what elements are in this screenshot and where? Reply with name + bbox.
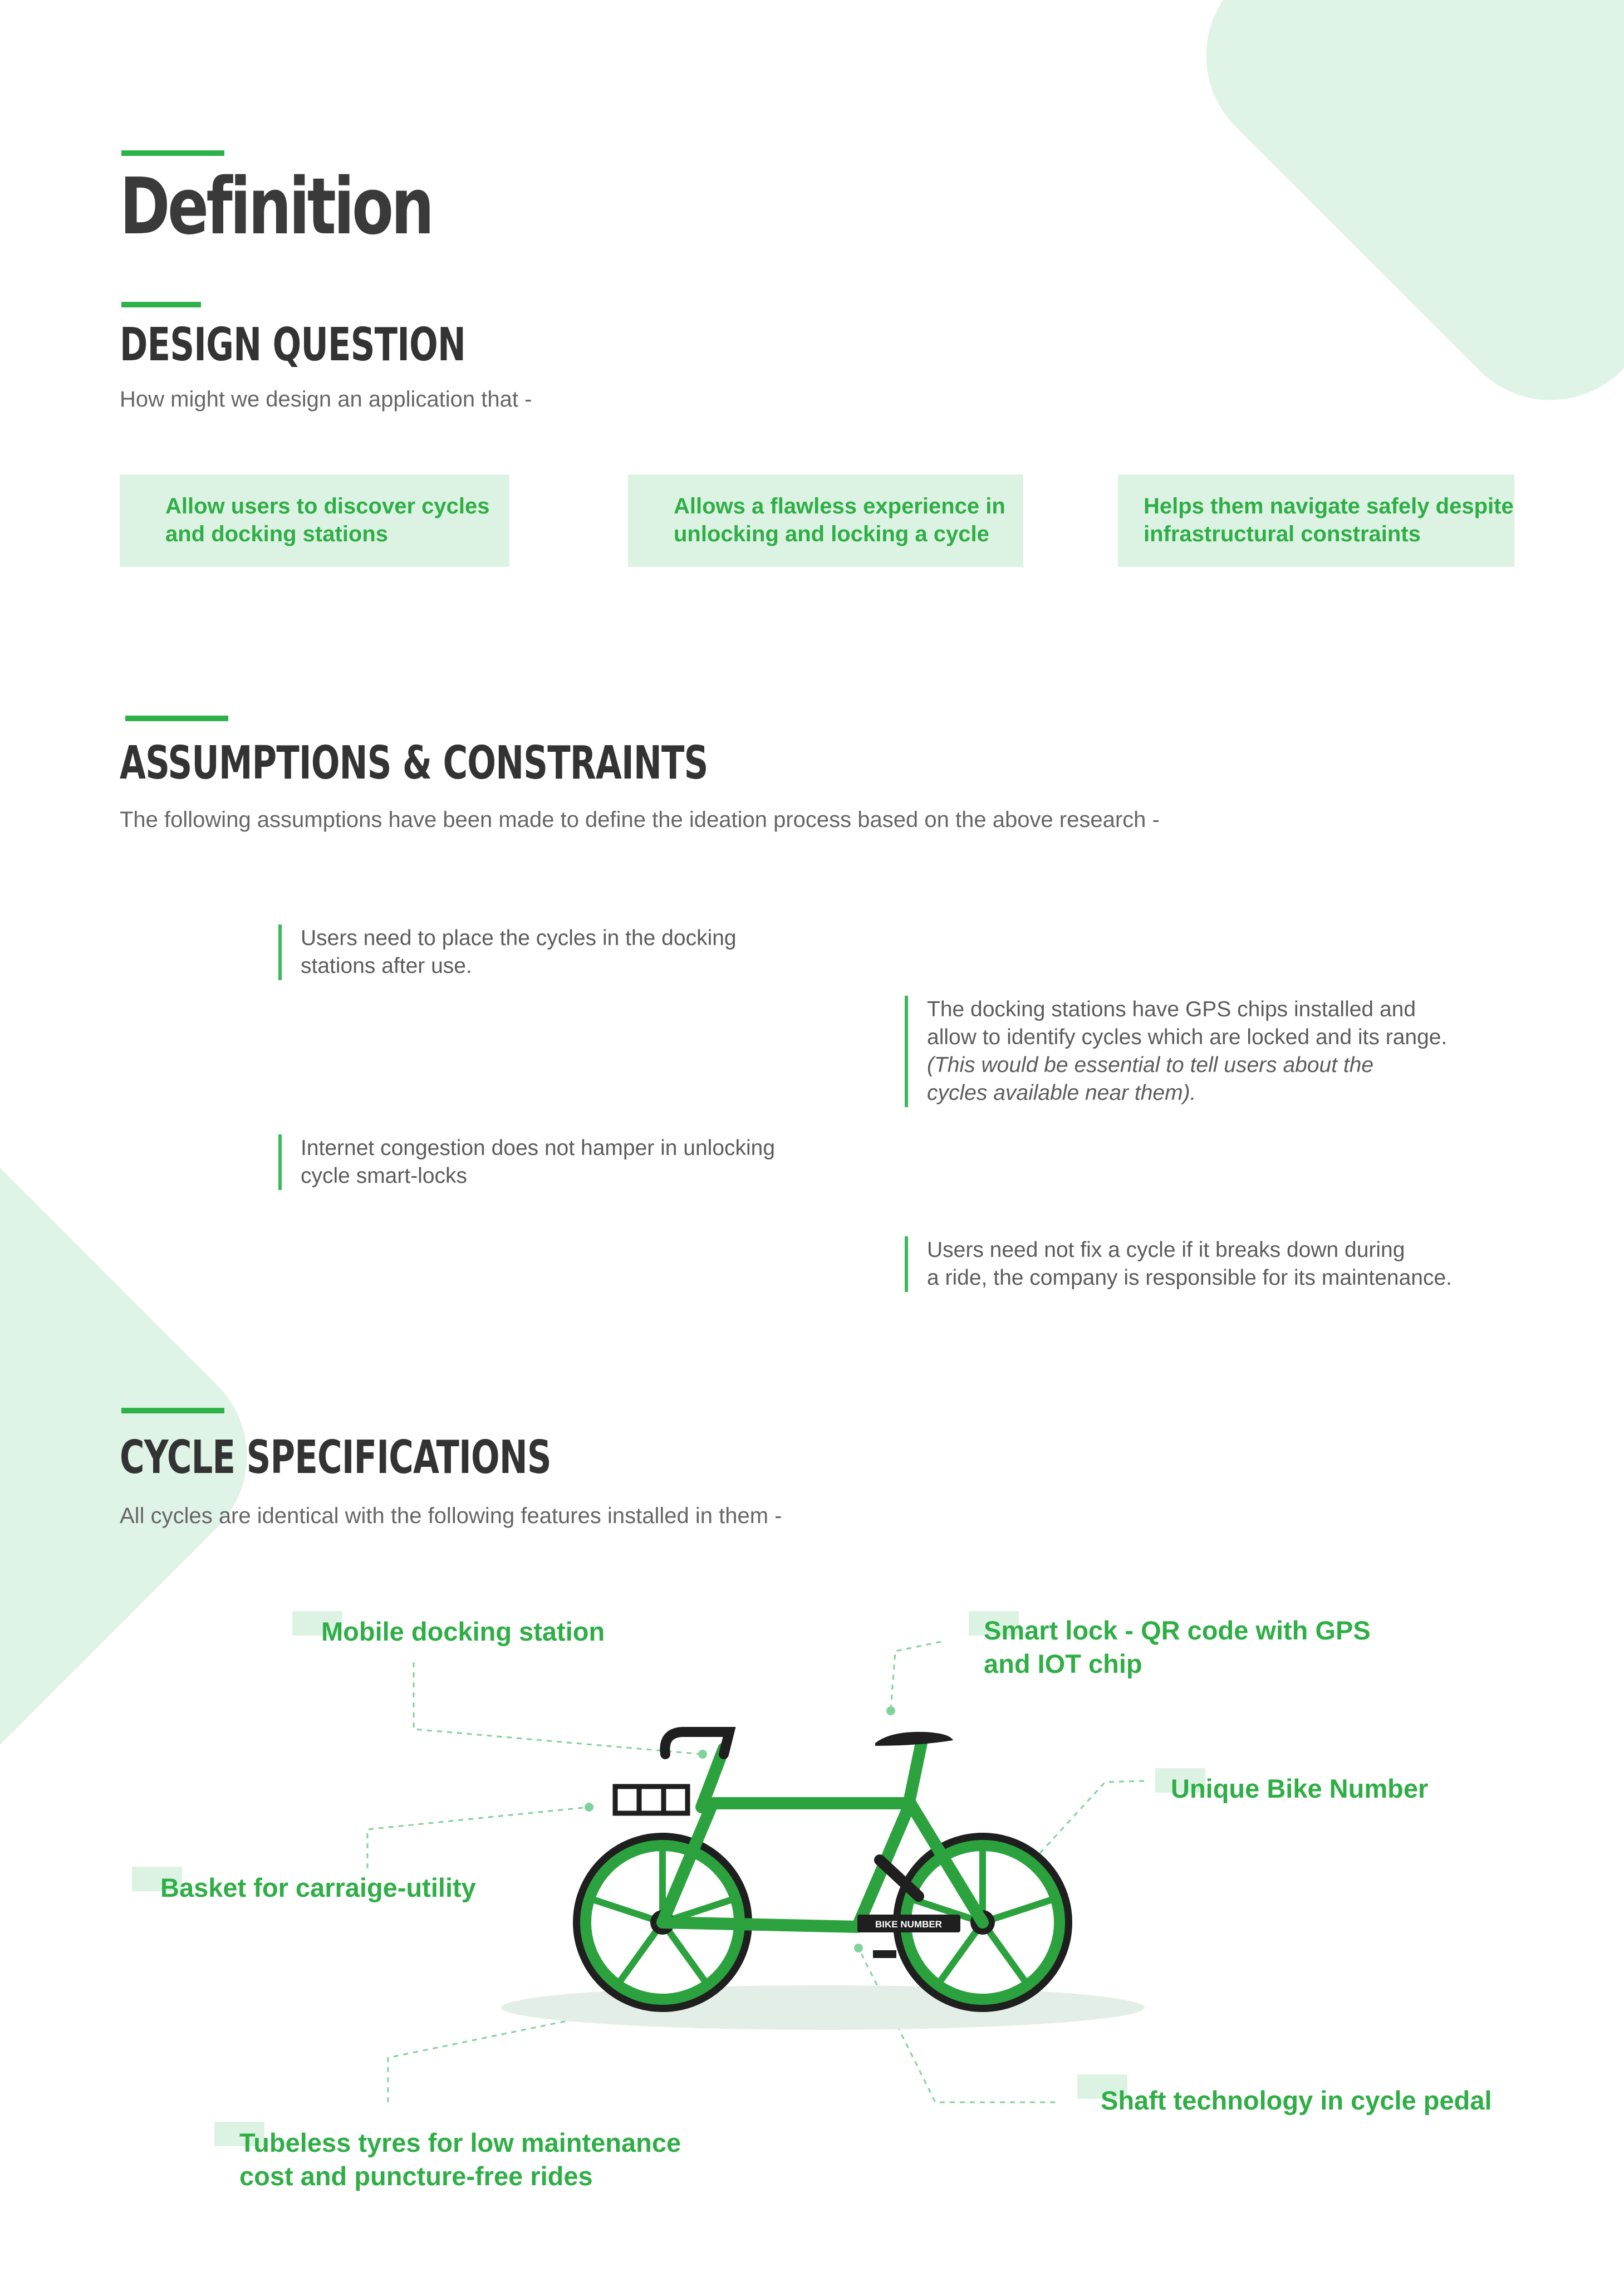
frame-lock [874, 1854, 924, 1902]
page-title: Definition [120, 161, 434, 252]
callout-line-mobile-dock [413, 1662, 703, 1755]
label-basket: Basket for carraige-utility [160, 1873, 476, 1902]
callout-dot [585, 1803, 593, 1812]
assumptions-accent-bar [125, 716, 228, 721]
callout-dot [854, 1944, 863, 1952]
card-line: Helps them navigate safely despite [1144, 494, 1514, 518]
bike-seat [875, 1731, 953, 1746]
assumption-internet: Internet congestion does not hamper in u… [278, 1134, 775, 1190]
card-line: Allows a flawless experience in [674, 494, 1005, 518]
card-line: Allow users to discover cycles [165, 494, 490, 518]
assumption-line: stations after use. [301, 954, 472, 978]
question-card-text: Helps them navigate safely despite infra… [1144, 492, 1522, 548]
label-shaft-technology: Shaft technology in cycle pedal [1101, 2086, 1492, 2115]
pedal [873, 1950, 896, 1958]
assumption-line: allow to identify cycles which are locke… [927, 1025, 1448, 1049]
callout-dot [886, 1706, 895, 1715]
assumptions-intro: The following assumptions have been made… [120, 807, 1160, 832]
bike-number-text: BIKE NUMBER [875, 1919, 942, 1930]
label-mobile-docking-station: Mobile docking station [321, 1617, 605, 1646]
label-tab [292, 1611, 342, 1636]
question-card-text: Allows a flawless experience in unlockin… [674, 492, 1052, 548]
label-line: Smart lock - QR code with GPS [984, 1616, 1371, 1645]
assumption-line: Internet congestion does not hamper in u… [301, 1136, 776, 1160]
question-card-discover: Allow users to discover cycles and docki… [120, 474, 509, 567]
cycle-specs-accent-bar [121, 1408, 224, 1413]
assumption-docking-return: Users need to place the cycles in the do… [278, 924, 737, 980]
bike-frame [656, 1737, 989, 1933]
design-question-accent-bar [121, 302, 201, 307]
callout-line-tyres [387, 2015, 592, 2102]
card-line: infrastructural constraints [1144, 522, 1421, 546]
assumption-line: Users need to place the cycles in the do… [301, 926, 737, 950]
bike-shadow [501, 1985, 1145, 2030]
callout-line-bike-number [982, 1780, 1145, 1917]
question-card-navigate: Helps them navigate safely despite infra… [1118, 474, 1514, 567]
label-smart-lock: Smart lock - QR code with GPS and IOT ch… [984, 1614, 1371, 1681]
assumption-note: cycles available near them). [927, 1081, 1196, 1105]
label-unique-bike-number: Unique Bike Number [1171, 1774, 1429, 1803]
design-question-intro: How might we design an application that … [120, 387, 532, 412]
label-tubeless-tyres: Tubeless tyres for low maintenance cost … [239, 2126, 681, 2193]
cycle-specs-intro: All cycles are identical with the follow… [120, 1504, 782, 1528]
assumption-gps-chips: The docking stations have GPS chips inst… [905, 996, 1447, 1107]
design-question-heading: DESIGN QUESTION [120, 319, 466, 371]
label-tab [214, 2122, 264, 2146]
assumption-line: a ride, the company is responsible for i… [927, 1266, 1452, 1290]
label-tab [1077, 2074, 1127, 2099]
title-accent-bar [121, 150, 224, 156]
handlebar [660, 1727, 736, 1759]
question-card-text: Allow users to discover cycles and docki… [165, 492, 544, 548]
assumption-line: cycle smart-locks [301, 1164, 468, 1188]
card-line: and docking stations [165, 522, 389, 546]
label-line: cost and puncture-free rides [239, 2161, 593, 2191]
label-line: Tubeless tyres for low maintenance [239, 2128, 681, 2157]
card-line: unlocking and locking a cycle [674, 522, 989, 546]
assumption-note: (This would be essential to tell users a… [927, 1053, 1374, 1077]
callout-dot [698, 1750, 707, 1759]
assumption-maintenance: Users need not fix a cycle if it breaks … [905, 1236, 1452, 1292]
assumption-line: Users need not fix a cycle if it breaks … [927, 1238, 1405, 1262]
label-tab [1155, 1768, 1205, 1793]
label-tab [132, 1867, 182, 1891]
bike-number-plate [857, 1915, 960, 1932]
label-line: and IOT chip [984, 1649, 1142, 1678]
assumptions-heading: ASSUMPTIONS & CONSTRAINTS [120, 737, 708, 790]
cycle-specs-heading: CYCLE SPECIFICATIONS [120, 1431, 552, 1484]
bike-basket [612, 1784, 690, 1816]
label-tab [969, 1611, 1019, 1636]
question-card-unlock: Allows a flawless experience in unlockin… [628, 474, 1023, 567]
callout-line-basket [366, 1806, 590, 1868]
assumption-line: The docking stations have GPS chips inst… [927, 997, 1416, 1021]
